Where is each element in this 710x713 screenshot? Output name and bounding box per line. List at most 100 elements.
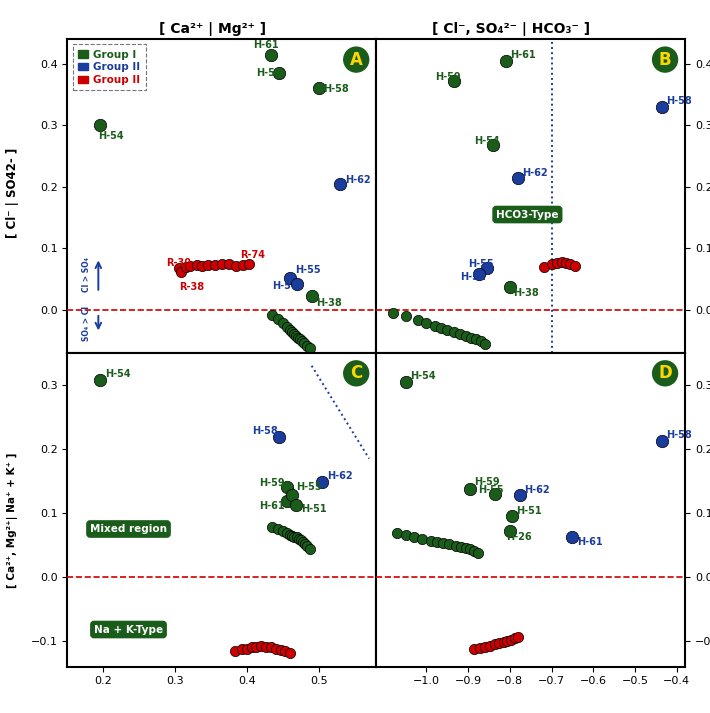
Point bbox=[285, 647, 296, 658]
Point bbox=[435, 322, 447, 334]
Text: H-58: H-58 bbox=[667, 96, 692, 106]
Point bbox=[513, 632, 524, 643]
Text: H-59: H-59 bbox=[474, 477, 500, 487]
Text: Na + K-Type: Na + K-Type bbox=[94, 625, 163, 635]
Point bbox=[287, 327, 298, 338]
Point bbox=[481, 262, 493, 274]
Point bbox=[504, 525, 515, 537]
Point bbox=[413, 314, 424, 325]
Point bbox=[454, 328, 466, 339]
Text: H-58: H-58 bbox=[252, 426, 278, 436]
Point bbox=[448, 76, 459, 87]
Point bbox=[464, 483, 476, 494]
Point bbox=[400, 376, 411, 387]
Point bbox=[290, 500, 302, 511]
Text: H-62: H-62 bbox=[525, 485, 550, 495]
Point bbox=[431, 536, 442, 548]
Point bbox=[266, 309, 278, 321]
Point bbox=[272, 314, 283, 325]
Point bbox=[295, 334, 306, 345]
Point bbox=[202, 260, 213, 271]
Text: H-62: H-62 bbox=[523, 168, 548, 178]
Text: H-61: H-61 bbox=[253, 41, 278, 51]
Point bbox=[471, 334, 482, 345]
Point bbox=[479, 338, 491, 349]
Point bbox=[313, 83, 324, 94]
Point bbox=[289, 531, 300, 543]
Point bbox=[551, 257, 562, 268]
Text: [ Cl⁻ | SO42- ]: [ Cl⁻ | SO42- ] bbox=[6, 148, 19, 237]
Point bbox=[429, 320, 440, 332]
Point bbox=[502, 635, 513, 647]
Point bbox=[504, 281, 515, 292]
Point bbox=[266, 521, 278, 533]
Point bbox=[191, 260, 202, 271]
Text: H-62: H-62 bbox=[346, 175, 371, 185]
Text: H-61: H-61 bbox=[510, 50, 535, 60]
Point bbox=[469, 545, 480, 557]
Point bbox=[285, 324, 296, 336]
Point bbox=[498, 637, 509, 648]
Text: SO₄ > Cl: SO₄ > Cl bbox=[82, 306, 92, 341]
Text: [ Ca²⁺, Mg²⁺| Na⁺ + K⁺ ]: [ Ca²⁺, Mg²⁺| Na⁺ + K⁺ ] bbox=[7, 453, 18, 588]
Point bbox=[277, 525, 288, 537]
Point bbox=[281, 496, 293, 507]
Point bbox=[306, 291, 317, 302]
Point bbox=[444, 538, 455, 550]
Point bbox=[289, 329, 300, 340]
Point bbox=[285, 529, 296, 540]
Point bbox=[241, 643, 253, 655]
Text: HCO3-Type: HCO3-Type bbox=[496, 210, 559, 220]
Point bbox=[224, 259, 235, 270]
Point bbox=[265, 642, 276, 653]
Point bbox=[256, 640, 267, 652]
Point bbox=[506, 634, 517, 645]
Point bbox=[567, 532, 578, 543]
Text: Mixed region: Mixed region bbox=[90, 524, 167, 534]
Point bbox=[286, 489, 297, 501]
Point bbox=[448, 327, 459, 338]
Point bbox=[246, 642, 258, 653]
Point bbox=[391, 528, 403, 539]
Point bbox=[197, 260, 208, 271]
Point bbox=[515, 489, 526, 501]
Point bbox=[334, 178, 346, 190]
Point bbox=[460, 330, 471, 342]
Point bbox=[173, 262, 185, 274]
Point bbox=[184, 260, 195, 271]
Text: H-26: H-26 bbox=[506, 532, 531, 542]
Text: B: B bbox=[659, 51, 672, 68]
Point bbox=[293, 533, 305, 544]
Point bbox=[277, 318, 288, 329]
Text: D: D bbox=[658, 364, 672, 382]
Point bbox=[557, 256, 568, 267]
Point bbox=[546, 258, 557, 270]
Point bbox=[464, 544, 476, 555]
Text: Cl > SO₄: Cl > SO₄ bbox=[82, 257, 92, 292]
Point bbox=[273, 67, 285, 78]
Point bbox=[493, 637, 505, 649]
Point bbox=[473, 269, 484, 280]
Point bbox=[400, 310, 411, 322]
Text: H-55: H-55 bbox=[297, 482, 322, 492]
Point bbox=[305, 543, 316, 555]
Point bbox=[209, 260, 220, 271]
Point bbox=[285, 272, 296, 284]
Point bbox=[657, 436, 668, 447]
Point bbox=[513, 172, 524, 183]
Point bbox=[425, 535, 436, 546]
Point bbox=[292, 278, 303, 289]
Text: H-38: H-38 bbox=[316, 297, 342, 307]
Point bbox=[569, 260, 580, 272]
Point bbox=[469, 644, 480, 655]
Point bbox=[442, 324, 453, 336]
Text: H-54: H-54 bbox=[106, 369, 131, 379]
Point bbox=[657, 101, 668, 113]
Text: R-30: R-30 bbox=[166, 257, 191, 267]
Point bbox=[280, 645, 291, 657]
Point bbox=[290, 331, 302, 342]
Point bbox=[299, 337, 310, 349]
Point bbox=[302, 540, 313, 552]
Text: H-58: H-58 bbox=[323, 83, 349, 93]
Point bbox=[287, 530, 298, 542]
